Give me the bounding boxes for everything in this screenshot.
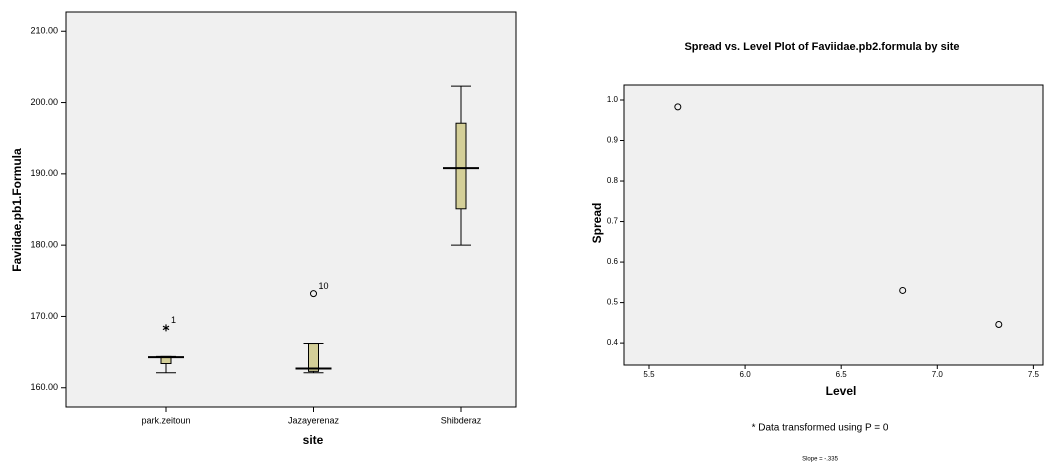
- x-tick-label: 5.5: [643, 370, 655, 379]
- box: [455, 122, 467, 210]
- footnote: * Data transformed using P = 0: [752, 423, 889, 434]
- y-tick-label: 0.7: [607, 217, 619, 226]
- y-tick-label: 190.00: [30, 168, 58, 178]
- y-tick-label: 0.8: [607, 176, 619, 185]
- y-tick-label: 0.6: [607, 257, 619, 266]
- y-axis-label: Spread: [590, 203, 604, 244]
- x-tick-label: 6.5: [836, 370, 848, 379]
- outlier-label: 1: [171, 315, 176, 325]
- box: [308, 343, 319, 372]
- outlier: [310, 290, 317, 298]
- plot-area: [65, 11, 517, 408]
- point: [995, 320, 1003, 328]
- outlier: [162, 324, 170, 332]
- y-tick-label: 170.00: [30, 311, 58, 321]
- y-tick-label: 210.00: [30, 26, 58, 36]
- x-tick-label: Shibderaz: [441, 415, 482, 425]
- point: [899, 286, 907, 294]
- y-tick-label: 160.00: [30, 382, 58, 392]
- x-axis-label: Level: [826, 384, 857, 398]
- y-tick-label: 180.00: [30, 240, 58, 250]
- x-tick-label: 7.0: [932, 370, 944, 379]
- outlier-label: 10: [319, 281, 329, 291]
- x-tick-label: 7.5: [1028, 370, 1040, 379]
- chart-title: Spread vs. Level Plot of Faviidae.pb2.fo…: [684, 41, 959, 53]
- y-tick-label: 1.0: [607, 95, 619, 104]
- y-tick-label: 0.9: [607, 136, 619, 145]
- y-axis-label: Faviidae.pb1.Formula: [10, 148, 24, 272]
- plot-area: [623, 84, 1044, 366]
- x-tick-label: Jazayerenaz: [288, 415, 340, 425]
- x-tick-label: park.zeitoun: [141, 415, 190, 425]
- point: [674, 103, 682, 111]
- slope-note: Slope = -.335: [802, 457, 839, 463]
- x-axis-label: site: [303, 433, 324, 447]
- x-tick-label: 6.0: [740, 370, 752, 379]
- y-tick-label: 200.00: [30, 97, 58, 107]
- y-tick-label: 0.4: [607, 338, 619, 347]
- y-tick-label: 0.5: [607, 298, 619, 307]
